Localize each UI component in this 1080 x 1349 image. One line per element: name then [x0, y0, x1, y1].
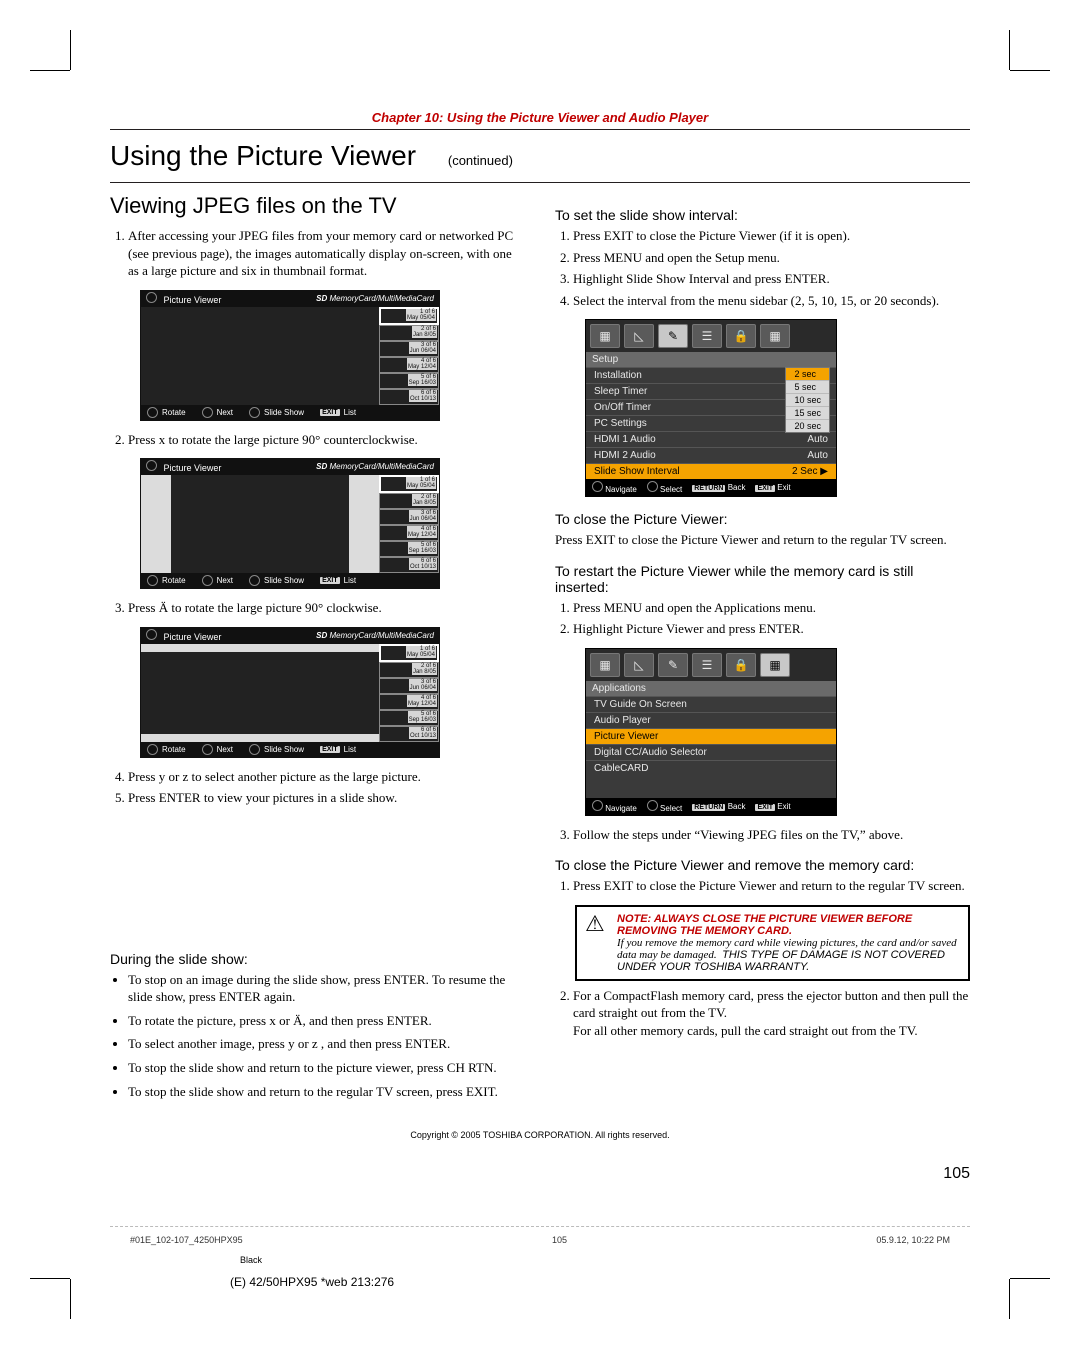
copyright: Copyright © 2005 TOSHIBA CORPORATION. Al…: [110, 1130, 970, 1140]
osd-tab-icon: ✎: [658, 324, 688, 348]
set-interval-heading: To set the slide show interval:: [555, 207, 970, 223]
restart-s2: Highlight Picture Viewer and press ENTER…: [573, 620, 970, 638]
warning-icon: ⚠: [585, 913, 605, 935]
osd-tab-icon: ☰: [692, 324, 722, 348]
osd-row: Digital CC/Audio Selector: [586, 744, 836, 760]
step-3: Press Ä to rotate the large picture 90° …: [128, 599, 525, 617]
restart-s3: Follow the steps under “Viewing JPEG fil…: [573, 826, 970, 844]
osd-tab-icon: ◺: [624, 653, 654, 677]
warning-note: ⚠ NOTE: ALWAYS CLOSE THE PICTURE VIEWER …: [575, 905, 970, 981]
step-2: Press x to rotate the large picture 90° …: [128, 431, 525, 449]
during-b1: To stop on an image during the slide sho…: [128, 971, 525, 1006]
section-viewing-jpeg: Viewing JPEG files on the TV: [110, 193, 525, 219]
during-b4: To stop the slide show and return to the…: [128, 1059, 525, 1077]
osd-tab-icon: 🔒: [726, 653, 756, 677]
osd-tab-icon: 🔒: [726, 324, 756, 348]
restart-s1: Press MENU and open the Applications men…: [573, 599, 970, 617]
pv-mem: MemoryCard/MultiMediaCard: [330, 294, 434, 303]
during-b2: To rotate the picture, press x or Ä, and…: [128, 1012, 525, 1030]
select-icon: [647, 481, 658, 492]
restart-viewer-heading: To restart the Picture Viewer while the …: [555, 563, 970, 595]
note-heading: NOTE: ALWAYS CLOSE THE PICTURE VIEWER BE…: [617, 913, 912, 937]
pv-title: Picture Viewer: [164, 295, 222, 305]
exit-icon: EXIT: [320, 409, 340, 416]
gear-icon: [146, 292, 157, 303]
remove-card-heading: To close the Picture Viewer and remove t…: [555, 857, 970, 873]
osd-tab-icon: ▦: [760, 324, 790, 348]
osd-row: Audio Player: [586, 712, 836, 728]
interval-s2: Press MENU and open the Setup menu.: [573, 249, 970, 267]
gear-icon: [146, 629, 157, 640]
next-icon: [202, 407, 213, 418]
picture-viewer-mock-2: Picture Viewer SD MemoryCard/MultiMediaC…: [140, 458, 440, 589]
interval-s3: Highlight Slide Show Interval and press …: [573, 270, 970, 288]
rotate-icon: [147, 407, 158, 418]
picture-viewer-mock-3: Picture Viewer SD MemoryCard/MultiMediaC…: [140, 627, 440, 758]
osd-row-highlight: Slide Show Interval2 Sec ▶: [586, 463, 836, 479]
interval-s4: Select the interval from the menu sideba…: [573, 292, 970, 310]
step-1: After accessing your JPEG files from you…: [128, 227, 525, 280]
interval-s1: Press EXIT to close the Picture Viewer (…: [573, 227, 970, 245]
osd-tab-icon: ▦: [590, 324, 620, 348]
navigate-icon: [592, 481, 603, 492]
during-slide-show-heading: During the slide show:: [110, 951, 525, 967]
close-viewer-heading: To close the Picture Viewer:: [555, 511, 970, 527]
signature-rule: [110, 1226, 970, 1227]
title-rule: [110, 182, 970, 183]
pv-stage: [141, 307, 379, 405]
picture-viewer-mock-1: Picture Viewer SD MemoryCard/MultiMediaC…: [140, 290, 440, 421]
osd-row: Picture Viewer: [586, 728, 836, 744]
remove-s1: Press EXIT to close the Picture Viewer a…: [573, 877, 970, 895]
osd-title: Setup: [586, 352, 836, 367]
during-slide-show-list: To stop on an image during the slide sho…: [128, 971, 525, 1100]
remove-s2: For a CompactFlash memory card, press th…: [573, 987, 970, 1040]
viewing-steps: After accessing your JPEG files from you…: [128, 227, 525, 280]
step-4: Press y or z to select another picture a…: [128, 768, 525, 786]
left-column: Viewing JPEG files on the TV After acces…: [110, 193, 525, 1110]
applications-osd: ▦ ◺ ✎ ☰ 🔒 ▦ Applications TV Guide On Scr…: [585, 648, 837, 816]
osd-tab-icon: ◺: [624, 324, 654, 348]
slide-icon: [249, 407, 260, 418]
sig-file: #01E_102-107_4250HPX95: [130, 1235, 243, 1245]
osd-tab-icon: ▦: [760, 653, 790, 677]
osd-tab-icon: ▦: [590, 653, 620, 677]
sig-page: 105: [552, 1235, 567, 1245]
osd-tab-icon: ☰: [692, 653, 722, 677]
page-title-continued: (continued): [448, 153, 513, 168]
chapter-title: Chapter 10: Using the Picture Viewer and…: [110, 110, 970, 125]
chapter-rule: [110, 129, 970, 130]
sig-date: 05.9.12, 10:22 PM: [876, 1235, 950, 1245]
osd-tab-strip: ▦ ◺ ✎ ☰ 🔒 ▦: [586, 320, 836, 352]
close-viewer-text: Press EXIT to close the Picture Viewer a…: [555, 531, 970, 549]
return-icon: RETURN: [692, 485, 725, 492]
exit-icon: EXIT: [755, 485, 775, 492]
page-title-text: Using the Picture Viewer: [110, 140, 416, 171]
osd-tab-icon: ✎: [658, 653, 688, 677]
setup-osd: ▦ ◺ ✎ ☰ 🔒 ▦ Setup Installation Sleep Tim…: [585, 319, 837, 497]
during-b5: To stop the slide show and return to the…: [128, 1083, 525, 1101]
web-reference: (E) 42/50HPX95 *web 213:276: [230, 1275, 394, 1289]
right-column: To set the slide show interval: Press EX…: [555, 193, 970, 1110]
color-plate: Black: [240, 1255, 262, 1265]
page-number: 105: [943, 1165, 970, 1183]
pv-mem-prefix: SD: [316, 294, 327, 303]
step-5: Press ENTER to view your pictures in a s…: [128, 789, 525, 807]
pv-thumbs: 1 of 6May 05/04 2 of 6Jan 8/05 3 of 6Jun…: [379, 307, 439, 405]
gear-icon: [146, 460, 157, 471]
page-title: Using the Picture Viewer (continued): [110, 140, 970, 172]
interval-popup: 2 sec 5 sec 10 sec 15 sec 20 sec: [785, 367, 830, 433]
osd-row: TV Guide On Screen: [586, 696, 836, 712]
signature-row: #01E_102-107_4250HPX95 105 05.9.12, 10:2…: [130, 1235, 950, 1245]
osd-row: CableCARD: [586, 760, 836, 776]
during-b3: To select another image, press y or z , …: [128, 1035, 525, 1053]
